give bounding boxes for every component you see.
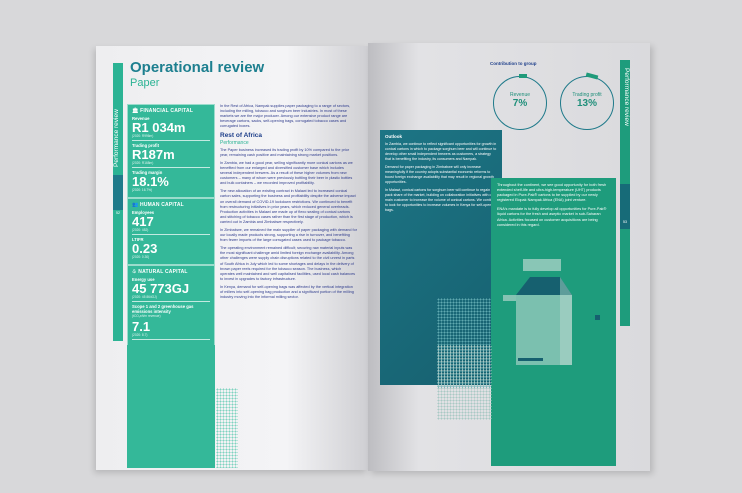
page-title: Operational review <box>130 59 265 76</box>
page-subtitle: Paper <box>130 77 160 89</box>
natural-capital: ♧ NATURAL CAPITAL Energy use 45 773GJ (202… <box>127 265 215 345</box>
page-number: 53 <box>623 220 627 224</box>
contribution-label: Contribution to group <box>490 61 537 66</box>
section-tab-right: Performance review 53 <box>620 60 630 326</box>
people-icon: 👥 <box>132 202 141 208</box>
dot-pattern <box>216 388 238 468</box>
dot-pattern <box>437 345 492 420</box>
section-tab-left: Performance review 52 <box>113 63 123 341</box>
page-number: 52 <box>116 211 120 215</box>
revenue-gauge: Revenue 7% <box>493 76 547 130</box>
trading-profit-gauge: Trading profit 13% <box>560 76 614 130</box>
key-metrics-panel: 🏛 FINANCIAL CAPITAL Revenue R1 034m (2020:… <box>127 104 215 468</box>
body-text: In the Rest of Africa, Nampak supplies p… <box>220 104 357 300</box>
human-capital: 👥 HUMAN CAPITAL Employees 417 (2020: 452) … <box>127 198 215 265</box>
outlook-highlight-panel: Throughout the continent, we see good op… <box>491 178 616 466</box>
financial-capital: 🏛 FINANCIAL CAPITAL Revenue R1 034m (2020:… <box>127 104 215 198</box>
bank-icon: 🏛 <box>132 108 141 114</box>
carton-illustration <box>503 259 600 365</box>
leaf-icon: ♧ <box>132 269 139 275</box>
